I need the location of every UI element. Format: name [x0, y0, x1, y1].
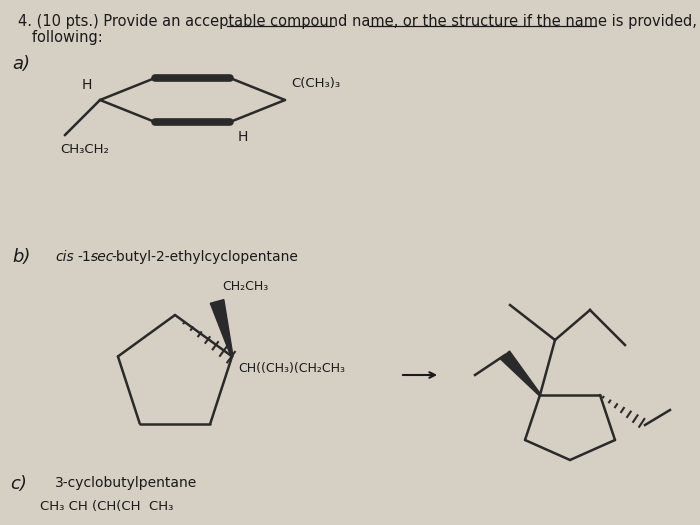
Text: CH₃ CH (CH(CH  CH₃: CH₃ CH (CH(CH CH₃ [40, 500, 174, 513]
Text: CH((CH₃)(CH₂CH₃: CH((CH₃)(CH₂CH₃ [238, 362, 345, 375]
Text: CH₂CH₃: CH₂CH₃ [222, 280, 268, 293]
Text: following:: following: [18, 30, 103, 45]
Text: b): b) [12, 248, 30, 266]
Polygon shape [210, 300, 233, 356]
Text: H: H [82, 78, 92, 92]
Polygon shape [500, 351, 541, 396]
Text: sec: sec [91, 250, 114, 264]
Text: C(CH₃)₃: C(CH₃)₃ [291, 77, 340, 90]
Text: 3-cyclobutylpentane: 3-cyclobutylpentane [55, 476, 197, 490]
Text: -1-: -1- [77, 250, 96, 264]
Text: c): c) [10, 475, 27, 493]
Text: CH₃CH₂: CH₃CH₂ [60, 143, 109, 156]
Text: -butyl-2-ethylcyclopentane: -butyl-2-ethylcyclopentane [111, 250, 298, 264]
Text: cis: cis [55, 250, 74, 264]
Text: a): a) [12, 55, 30, 73]
Text: 4. (10 pts.) Provide an acceptable compound name, or the structure if the name i: 4. (10 pts.) Provide an acceptable compo… [18, 14, 700, 29]
Text: H: H [238, 130, 248, 144]
